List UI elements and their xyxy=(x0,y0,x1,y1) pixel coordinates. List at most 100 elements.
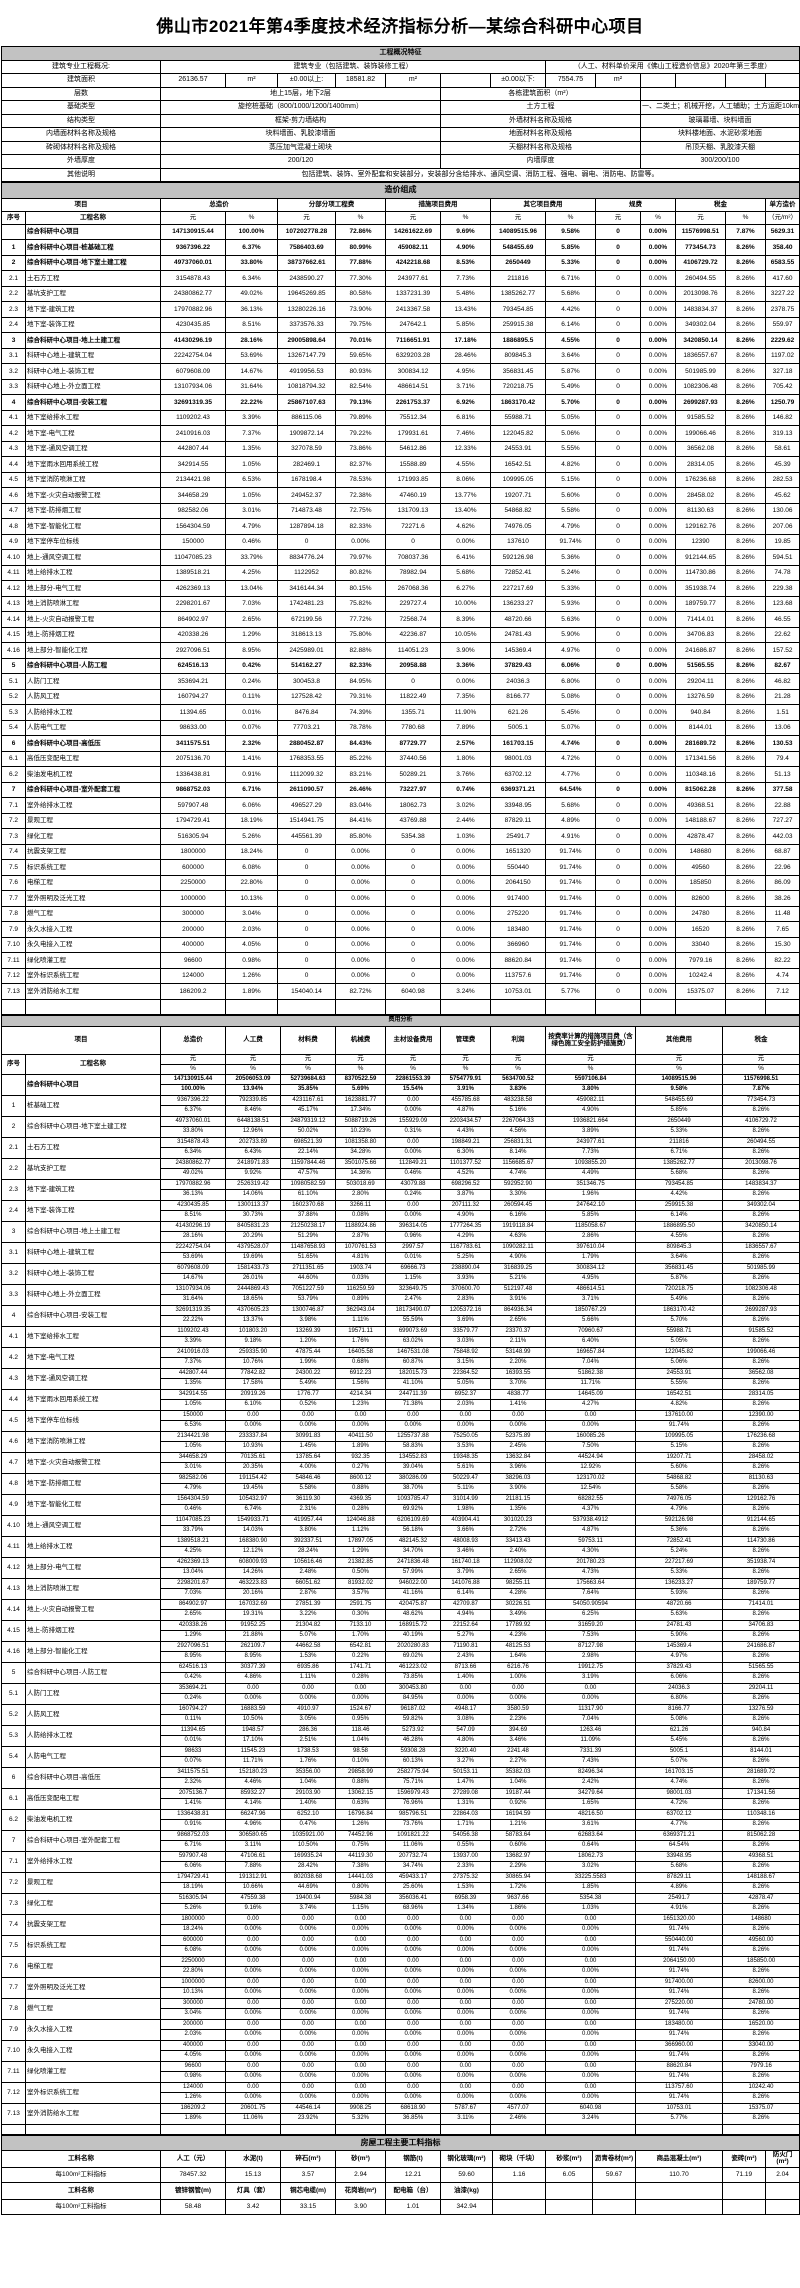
row-amount: 11487658.93 xyxy=(280,1241,336,1253)
row-value: 8.26% xyxy=(725,843,766,860)
name-header: 工程名称 xyxy=(25,1053,161,1075)
row-amount: 33225.5583 xyxy=(545,1871,636,1883)
row-value: 8144.01 xyxy=(675,719,726,736)
material-header: 人工（元） xyxy=(160,2150,226,2168)
row-amount: 0.00 xyxy=(440,2039,491,2051)
row-seq: 7.13 xyxy=(1,2102,26,2125)
row-value: 351938.74 xyxy=(675,580,726,597)
row-percent: 0.00% xyxy=(385,1210,441,1222)
fee-table-row: 7.4 抗震支架工程 1800000 0.00 0.00 0.00 0.00 0.00 0.00… xyxy=(1,1913,800,1936)
row-name: 人防电气工程 xyxy=(25,719,161,736)
row-value: 1564304.59 xyxy=(160,518,226,535)
row-value: 282.53 xyxy=(764,471,800,488)
row-amount: 27375.32 xyxy=(440,1871,491,1883)
row-seq: 2 xyxy=(1,1115,26,1138)
unit-yuan: 元 xyxy=(721,1053,800,1065)
row-value: 1886895.5 xyxy=(490,332,546,349)
row-amount: 176236.68 xyxy=(721,1430,800,1442)
unit-yuan: 元 xyxy=(635,1053,723,1065)
row-percent: 5.85% xyxy=(635,1105,723,1117)
row-value: 282469.1 xyxy=(277,456,336,473)
row-percent: 0.00% xyxy=(385,1966,441,1978)
row-value: 0.00% xyxy=(335,890,386,907)
row-value: 8.26% xyxy=(725,936,766,953)
structure-label: 结构类型 xyxy=(1,113,161,128)
col-machine: 机械费 xyxy=(335,1025,386,1055)
row-seq: 2.1 xyxy=(1,1136,26,1159)
row-value: 21.28 xyxy=(764,688,800,705)
row-percent: 1.05% xyxy=(160,1399,226,1411)
row-percent: 4.79% xyxy=(635,1504,723,1516)
row-value: 22.96 xyxy=(764,859,800,876)
row-percent: 8.26% xyxy=(721,1147,800,1159)
row-amount: 6216.76 xyxy=(490,1661,546,1673)
row-amount: 1255737.88 xyxy=(385,1430,441,1442)
row-value: 13276.59 xyxy=(675,688,726,705)
material-value: 3.57 xyxy=(280,2167,336,2183)
row-amount: 0.00 xyxy=(280,1976,336,1988)
row-value: 58.61 xyxy=(764,440,800,457)
row-value: 0 xyxy=(595,580,641,597)
row-percent: 4.72% xyxy=(635,1798,723,1810)
row-value: 33.79% xyxy=(225,549,278,566)
row-value: 2064150 xyxy=(490,874,546,891)
row-value: 130.06 xyxy=(764,502,800,519)
row-percent: 48.62% xyxy=(385,1609,441,1621)
unit-yuan: 元 xyxy=(490,210,546,225)
row-seq: 5.3 xyxy=(1,704,26,721)
row-value: 0 xyxy=(595,828,641,845)
row-percent: 3.24% xyxy=(545,2113,636,2125)
row-percent: 11.71% xyxy=(545,1378,636,1390)
row-value: 8.26% xyxy=(725,440,766,457)
row-seq: 2.4 xyxy=(1,1199,26,1222)
row-percent: 1.26% xyxy=(335,1819,386,1831)
row-amount: 54050.90594 xyxy=(545,1598,636,1610)
unit-pct: % xyxy=(335,210,386,225)
below-label: ±0.00以下: xyxy=(490,73,546,88)
row-value: 3420850.14 xyxy=(675,332,726,349)
row-value: 41430296.19 xyxy=(160,332,226,349)
row-value: 8.26% xyxy=(725,285,766,302)
fee-table-row: 4.1 地下室给排水工程 1109202.43 101803.20 13269.39 19… xyxy=(1,1325,800,1348)
fee-table-row-pct: 6.71% 3.11% 10.50% 0.75% 11.06% 0.55% 0.60% 0.6… xyxy=(2,1840,800,1852)
row-value: 0.00% xyxy=(640,735,676,752)
material-header xyxy=(764,2182,800,2200)
row-seq: 3.1 xyxy=(1,347,26,364)
row-amount: 2591.75 xyxy=(335,1598,386,1610)
row-amount: 207111.32 xyxy=(440,1199,491,1211)
row-amount: 9367396.22 xyxy=(160,1094,226,1106)
fee-table-row-pct: 18.24% 0.00% 0.00% 0.00% 0.00% 0.00% 0.00% 0.00… xyxy=(2,1924,800,1936)
row-amount: 11545.23 xyxy=(225,1745,281,1757)
row-percent: 2.98% xyxy=(545,1651,636,1663)
row-amount: 2241.48 xyxy=(490,1745,546,1757)
row-amount: 5005.1 xyxy=(635,1745,723,1757)
row-seq xyxy=(1,1073,26,1096)
col-management: 管理费 xyxy=(440,1025,491,1055)
row-seq: 4.9 xyxy=(1,1493,26,1516)
row-percent: 5.90% xyxy=(635,1630,723,1642)
row-seq: 4.10 xyxy=(1,549,26,566)
row-amount: 0.00 xyxy=(545,2060,636,2072)
row-value: 7.46% xyxy=(440,425,491,442)
row-percent: 8.46% xyxy=(225,1105,281,1117)
row-seq: 7.10 xyxy=(1,2039,26,2062)
row-percent: 0.00% xyxy=(385,1147,441,1159)
row-percent: 2.47% xyxy=(385,1294,441,1306)
row-name: 综合科研中心项目-室外配套工程 xyxy=(25,1829,161,1852)
row-percent: 8.95% xyxy=(160,1651,226,1663)
row-value: 0 xyxy=(277,533,336,550)
row-value: 55988.71 xyxy=(490,409,546,426)
row-amount: 243977.61 xyxy=(545,1136,636,1148)
row-value: 241686.87 xyxy=(675,642,726,659)
row-percent: 6.53% xyxy=(160,1420,226,1432)
row-percent: 3.74% xyxy=(280,1903,336,1915)
row-percent: 0.00% xyxy=(490,2092,546,2104)
row-percent: 0.00% xyxy=(440,1924,491,1936)
row-amount: 16883.59 xyxy=(225,1703,281,1715)
cost-table-row: 4.5 地下室消防喷淋工程 2134421.98 6.53% 1678198.4 78.5… xyxy=(1,471,800,488)
row-value: 2927096.51 xyxy=(160,642,226,659)
fee-table-row: 3.2 科研中心地上-装饰工程 6079608.09 1581433.73 271135… xyxy=(1,1262,800,1285)
row-value: 122045.82 xyxy=(490,425,546,442)
row-percent: 0.00% xyxy=(440,2092,491,2104)
row-amount: 186209.2 xyxy=(160,2102,226,2114)
